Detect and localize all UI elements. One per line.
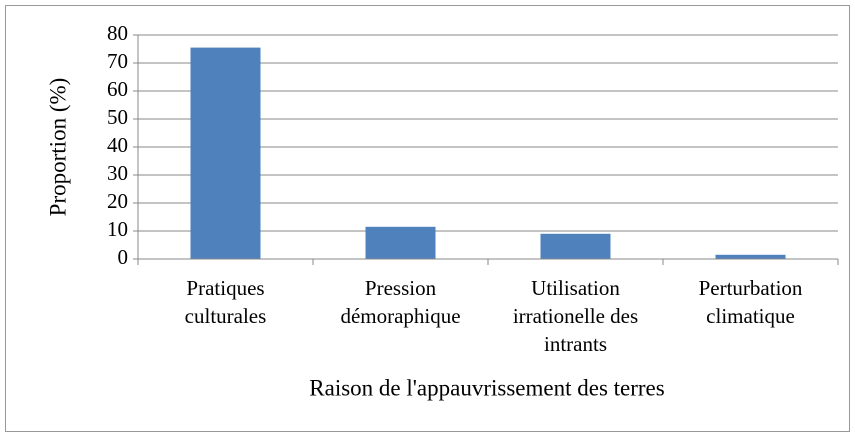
x-tick-label-line: démoraphique (340, 304, 460, 328)
x-tick-label-line: Perturbation (699, 276, 803, 300)
x-tick-label-line: intrants (544, 332, 607, 356)
x-tick-label-line: Pratiques (186, 276, 264, 300)
x-tick-label-line: irrationelle des (513, 304, 638, 328)
bar (540, 233, 611, 259)
bar (365, 226, 436, 259)
bar (190, 47, 261, 259)
y-tick-label: 10 (107, 217, 128, 241)
x-tick-label: Pratiques culturales (185, 276, 267, 328)
x-axis-title: Raison de l'appauvrissement des terres (309, 375, 664, 400)
x-tick-label-line: Pression (365, 276, 437, 300)
y-tick-label: 40 (107, 133, 128, 157)
x-tick-label-line: Utilisation (531, 276, 620, 300)
x-tick-label: Perturbation climatique (699, 276, 803, 328)
chart-frame (5, 5, 850, 432)
y-axis-title: Proportion (%) (45, 78, 70, 217)
y-tick-label: 80 (107, 21, 128, 45)
y-tick-label: 20 (107, 189, 128, 213)
x-tick-label-line: climatique (706, 304, 795, 328)
y-tick-label: 70 (107, 49, 128, 73)
y-tick-label: 30 (107, 161, 128, 185)
y-tick-label: 0 (118, 245, 129, 269)
x-tick-label: Pression démoraphique (340, 276, 460, 328)
y-tick-label: 60 (107, 77, 128, 101)
x-tick-label: Utilisation irrationelle des intrants (513, 276, 638, 356)
bar (715, 254, 786, 259)
x-tick-label-line: culturales (185, 304, 267, 328)
y-tick-label: 50 (107, 105, 128, 129)
